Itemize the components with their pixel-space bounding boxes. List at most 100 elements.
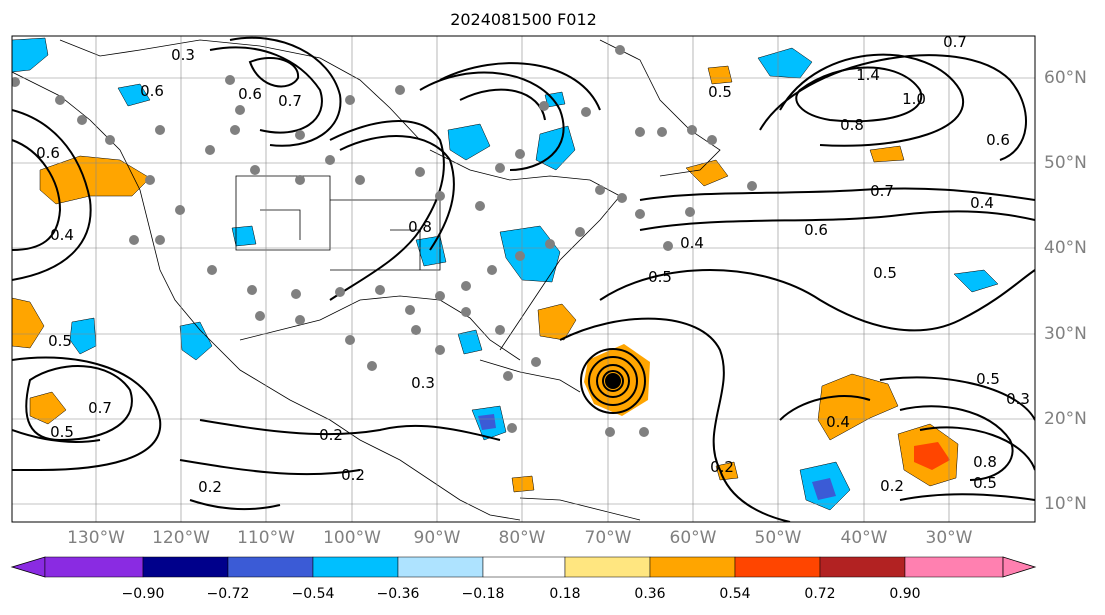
orange-patch <box>707 65 733 85</box>
contour-label: 0.6 <box>804 221 828 239</box>
colorbar-tick: −0.18 <box>461 586 505 602</box>
orange-patch <box>29 391 67 425</box>
blue-patch <box>757 47 813 79</box>
gridlines <box>12 36 1035 522</box>
colorbar-segment <box>44 556 144 578</box>
contour-label: 0.7 <box>870 182 894 200</box>
orange-patch <box>511 475 535 493</box>
colorbar-tick: 0.72 <box>804 586 836 602</box>
lon-label: 60°W <box>669 528 717 548</box>
contour-label: 0.4 <box>970 194 994 212</box>
contour-label: 0.3 <box>171 46 195 64</box>
contour-label: 0.2 <box>710 458 734 476</box>
colorbar-left-extension <box>10 556 46 578</box>
colorbar-tick: −0.36 <box>376 586 420 602</box>
darkblue-patch <box>478 414 496 430</box>
orange-patch <box>12 297 45 349</box>
contour-label: 0.3 <box>411 374 435 392</box>
lon-label: 90°W <box>413 528 461 548</box>
contour-label: 0.8 <box>973 453 997 471</box>
lat-label: 50°N <box>1044 153 1087 173</box>
blue-patch <box>415 235 447 267</box>
orange-patch <box>817 373 899 441</box>
contour-label: 0.7 <box>943 33 967 51</box>
contour-lines <box>12 36 1035 522</box>
map-title: 2024081500 F012 <box>450 10 597 29</box>
orange-patch <box>869 145 905 163</box>
contour-label: 0.5 <box>50 423 74 441</box>
contour-label: 0.5 <box>708 83 732 101</box>
colorbar-segment <box>227 556 314 578</box>
colorbar-segment <box>904 556 1004 578</box>
lat-label: 30°N <box>1044 324 1087 344</box>
lat-label: 40°N <box>1044 238 1087 258</box>
shaded-regions <box>12 37 999 511</box>
lon-label: 40°W <box>840 528 888 548</box>
lon-label: 120°W <box>152 528 210 548</box>
contour-label: 0.8 <box>408 218 432 236</box>
contour-label: 0.4 <box>680 234 704 252</box>
orange-patch <box>685 159 729 187</box>
blue-patch <box>953 269 999 293</box>
colorbar-segment <box>734 556 821 578</box>
colorbar-tick: 0.90 <box>889 586 921 602</box>
contour-label: 0.6 <box>986 131 1010 149</box>
lon-label: 100°W <box>323 528 381 548</box>
blue-patch <box>457 329 483 355</box>
colorbar-tick: 0.36 <box>634 586 666 602</box>
blue-patch <box>499 225 561 283</box>
red-patch <box>914 442 950 470</box>
plot-frame <box>11 35 1036 523</box>
colorbar-segment <box>819 556 906 578</box>
blue-patch <box>231 225 257 247</box>
contour-label: 1.0 <box>902 90 926 108</box>
darkblue-patch <box>812 478 836 500</box>
contour-label: 0.5 <box>48 332 72 350</box>
lon-label: 50°W <box>754 528 802 548</box>
contour-label: 0.7 <box>278 92 302 110</box>
colorbar-tick: −0.54 <box>291 586 335 602</box>
blue-patch <box>179 321 213 361</box>
station-dots <box>12 45 757 437</box>
contour-label: 0.2 <box>880 477 904 495</box>
contour-label: 0.5 <box>873 264 897 282</box>
contour-label: 0.5 <box>973 474 997 492</box>
lat-label: 60°N <box>1044 68 1087 88</box>
contour-label: 0.7 <box>88 399 112 417</box>
contour-label: 1.4 <box>856 66 880 84</box>
colorbar-right-extension <box>1002 556 1037 578</box>
contour-label: 0.2 <box>341 466 365 484</box>
contour-label: 0.4 <box>826 413 850 431</box>
lon-label: 80°W <box>498 528 546 548</box>
contour-label: 0.6 <box>36 144 60 162</box>
colorbar-segment <box>482 556 566 578</box>
colorbar-tick: 0.54 <box>719 586 751 602</box>
lon-label: 130°W <box>67 528 125 548</box>
contour-labels: 0.3 0.6 0.7 0.6 0.6 0.4 0.5 0.7 0.5 0.8 0.5 0.4 0.5 1… <box>36 33 1030 496</box>
colorbar <box>10 556 1037 578</box>
blue-patch <box>69 317 97 355</box>
contour-label: 0.8 <box>840 116 864 134</box>
contour-label: 0.2 <box>319 426 343 444</box>
hurricane-rings <box>580 348 646 414</box>
colorbar-tick: −0.90 <box>121 586 165 602</box>
colorbar-segment <box>649 556 736 578</box>
contour-label: 0.4 <box>50 226 74 244</box>
blue-patch <box>447 123 491 161</box>
orange-patch <box>39 155 151 205</box>
blue-patch <box>12 37 49 73</box>
lon-label: 30°W <box>925 528 973 548</box>
colorbar-tick: −0.72 <box>206 586 250 602</box>
colorbar-segment <box>397 556 484 578</box>
contour-label: 0.3 <box>1006 390 1030 408</box>
lat-label: 20°N <box>1044 409 1087 429</box>
contour-label: 0.2 <box>198 478 222 496</box>
contour-label: 0.5 <box>976 370 1000 388</box>
blue-patch <box>117 83 151 107</box>
colorbar-segment <box>312 556 399 578</box>
lon-label: 110°W <box>237 528 295 548</box>
orange-patch <box>537 303 577 341</box>
contour-label: 0.6 <box>140 82 164 100</box>
colorbar-segment <box>142 556 229 578</box>
